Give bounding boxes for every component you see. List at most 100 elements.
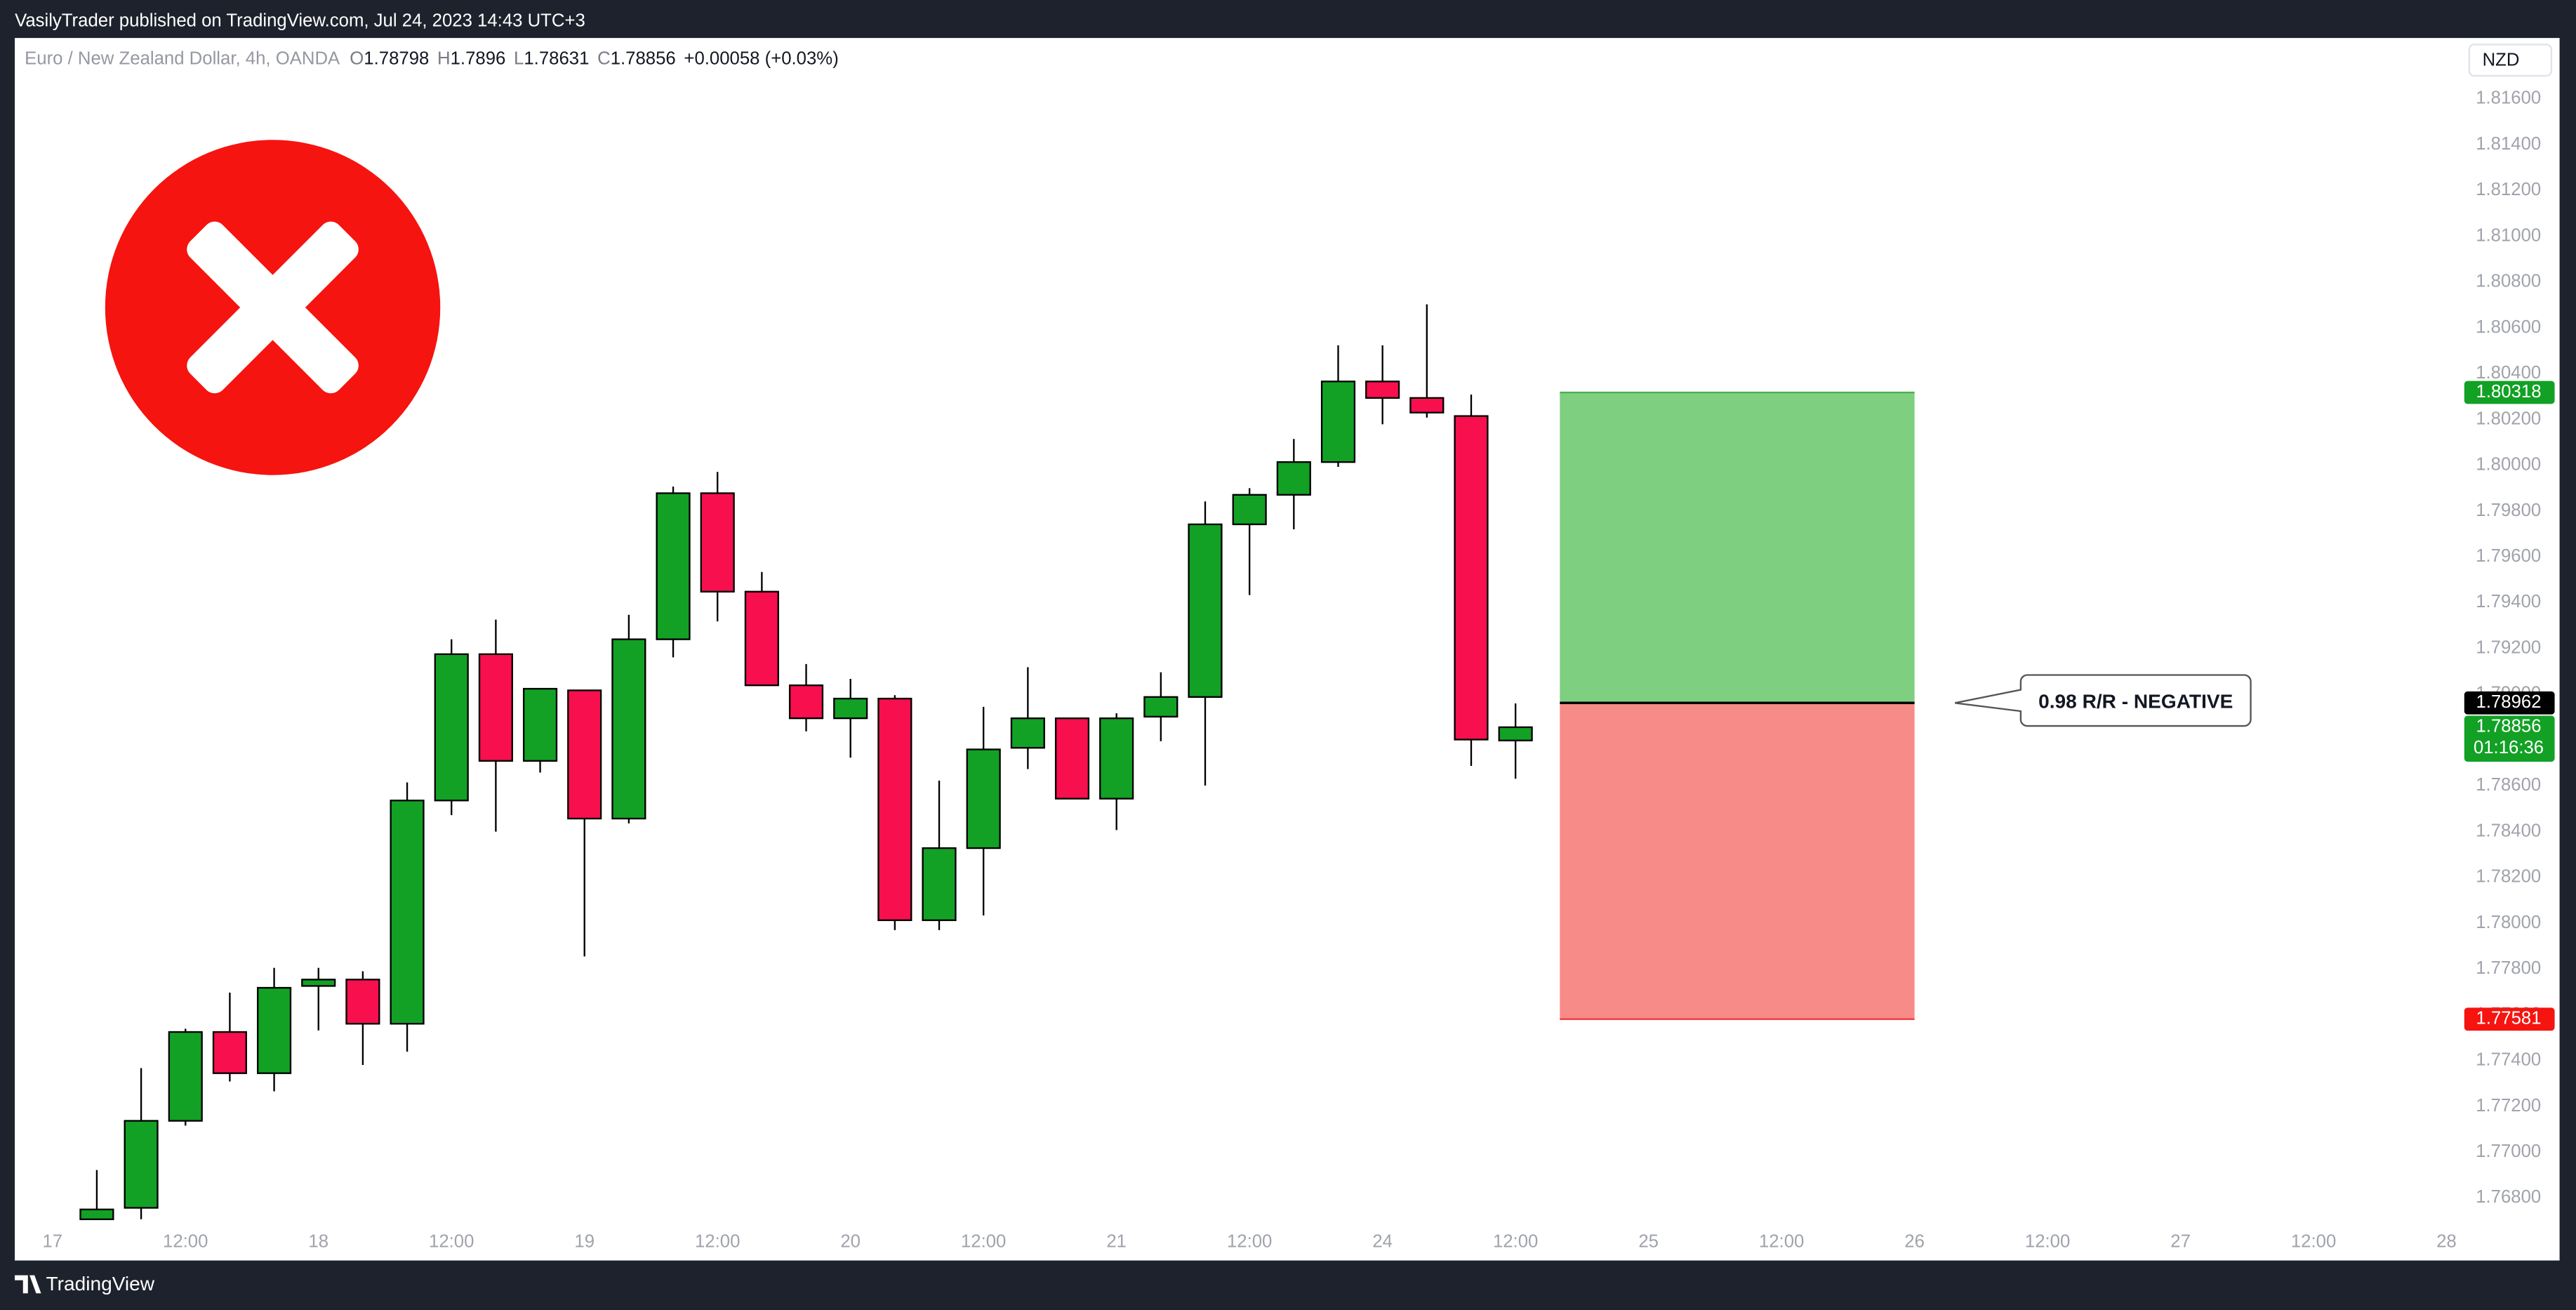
x-tick-label: 26 xyxy=(1904,1232,1925,1252)
x-tick-label: 12:00 xyxy=(429,1232,474,1252)
y-tick-label: 1.80000 xyxy=(2476,455,2541,475)
candle-body xyxy=(1010,717,1045,749)
legend-key: O xyxy=(350,48,364,68)
candle-body xyxy=(966,748,1001,849)
price-tag-label: 1.78962 xyxy=(2476,692,2542,712)
x-tick-label: 19 xyxy=(574,1232,595,1252)
candle-body xyxy=(390,800,425,1025)
x-tick-label: 12:00 xyxy=(1759,1232,1804,1252)
candle-body xyxy=(922,847,957,921)
error-icon xyxy=(105,140,441,475)
x-tick-label: 12:00 xyxy=(1227,1232,1272,1252)
price-tag-label: 1.78856 xyxy=(2476,717,2542,736)
y-tick-label: 1.77400 xyxy=(2476,1050,2541,1070)
y-tick-label: 1.78600 xyxy=(2476,775,2541,795)
countdown: 01:16:36 xyxy=(2474,738,2544,757)
y-tick-label: 1.80600 xyxy=(2476,317,2541,337)
legend-value: 1.78798 xyxy=(364,48,429,68)
footer-text: TradingView xyxy=(46,1273,155,1295)
x-tick-label: 28 xyxy=(2436,1232,2457,1252)
price-tag xyxy=(2464,691,2555,715)
candle-body xyxy=(1054,717,1090,800)
candle-body xyxy=(744,590,779,687)
y-tick-label: 1.79800 xyxy=(2476,501,2541,520)
price-tag xyxy=(2464,1007,2555,1031)
loss-zone xyxy=(1560,703,1915,1019)
x-tick-label: 12:00 xyxy=(961,1232,1006,1252)
y-tick-label: 1.81400 xyxy=(2476,134,2541,154)
candle-body xyxy=(522,687,558,762)
x-tick-label: 12:00 xyxy=(2291,1232,2336,1252)
candle-body xyxy=(788,684,824,720)
symbol: Euro / New Zealand Dollar, 4h, OANDA xyxy=(25,48,340,68)
candle-body xyxy=(1498,726,1533,741)
candle-body xyxy=(124,1120,159,1209)
candle-body xyxy=(833,697,868,720)
x-tick-label: 24 xyxy=(1372,1232,1393,1252)
price-tag-label: 1.77581 xyxy=(2476,1009,2542,1028)
profit-zone xyxy=(1560,392,1915,703)
candle-body xyxy=(256,986,292,1074)
y-tick-label: 1.78400 xyxy=(2476,821,2541,840)
legend-value: 1.7896 xyxy=(451,48,506,68)
x-tick-label: 17 xyxy=(42,1232,62,1252)
legend-key: H xyxy=(437,48,451,68)
legend-change: +0.00058 (+0.03%) xyxy=(684,48,838,68)
candle-body xyxy=(478,653,513,762)
legend: Euro / New Zealand Dollar, 4h, OANDA O1.7… xyxy=(25,48,839,68)
y-tick-label: 1.77200 xyxy=(2476,1096,2541,1116)
candle-body xyxy=(212,1031,247,1074)
candle-body xyxy=(168,1031,203,1122)
x-tick-label: 12:00 xyxy=(1493,1232,1538,1252)
x-tick-label: 12:00 xyxy=(2025,1232,2070,1252)
y-tick-label: 1.81200 xyxy=(2476,180,2541,199)
candle-body xyxy=(1365,381,1400,399)
legend-key: C xyxy=(597,48,611,68)
x-tick-label: 20 xyxy=(840,1232,861,1252)
candle-body xyxy=(1143,696,1179,718)
currency-box[interactable] xyxy=(2468,44,2553,77)
callout-label: 0.98 R/R - NEGATIVE xyxy=(2038,691,2233,713)
x-tick-label: 12:00 xyxy=(163,1232,208,1252)
y-tick-label: 1.80200 xyxy=(2476,409,2541,428)
plot-area xyxy=(15,38,2560,1261)
price-tag xyxy=(2464,715,2555,762)
candle-body xyxy=(434,653,469,802)
candle-body xyxy=(345,979,380,1025)
candle-body xyxy=(1276,461,1311,496)
y-tick-label: 1.80800 xyxy=(2476,272,2541,291)
candle-body xyxy=(301,979,336,987)
x-tick-label: 18 xyxy=(308,1232,328,1252)
candle-body xyxy=(611,638,646,820)
price-tag-label: 1.80318 xyxy=(2476,382,2542,402)
y-tick-label: 1.79600 xyxy=(2476,546,2541,566)
legend-value: 1.78856 xyxy=(611,48,676,68)
candle-body xyxy=(1409,397,1445,413)
y-tick-label: 1.78000 xyxy=(2476,913,2541,932)
candle-body xyxy=(1188,523,1223,698)
y-tick-label: 1.79400 xyxy=(2476,592,2541,611)
y-tick-label: 1.81600 xyxy=(2476,88,2541,108)
candle-body xyxy=(700,492,735,593)
x-tick-label: 27 xyxy=(2170,1232,2191,1252)
candle-body xyxy=(1320,381,1356,463)
y-tick-label: 1.76800 xyxy=(2476,1187,2541,1207)
y-tick-label: 1.77800 xyxy=(2476,958,2541,978)
candle-body xyxy=(1454,415,1489,741)
candle-body xyxy=(567,689,602,820)
currency[interactable]: NZD xyxy=(2483,51,2520,70)
candle-body xyxy=(877,697,912,921)
price-tag xyxy=(2464,381,2555,404)
y-tick-label: 1.79200 xyxy=(2476,637,2541,657)
candle-body xyxy=(1099,717,1134,800)
candle-body xyxy=(79,1208,114,1220)
y-tick-label: 1.80400 xyxy=(2476,363,2541,383)
header: VasilyTrader published on TradingView.co… xyxy=(15,11,585,31)
y-tick-label: 1.78200 xyxy=(2476,867,2541,887)
legend-key: L xyxy=(514,48,524,68)
legend-value: 1.78631 xyxy=(524,48,589,68)
x-tick-label: 21 xyxy=(1106,1232,1127,1252)
y-tick-label: 1.77000 xyxy=(2476,1142,2541,1161)
callout xyxy=(1955,674,2252,727)
